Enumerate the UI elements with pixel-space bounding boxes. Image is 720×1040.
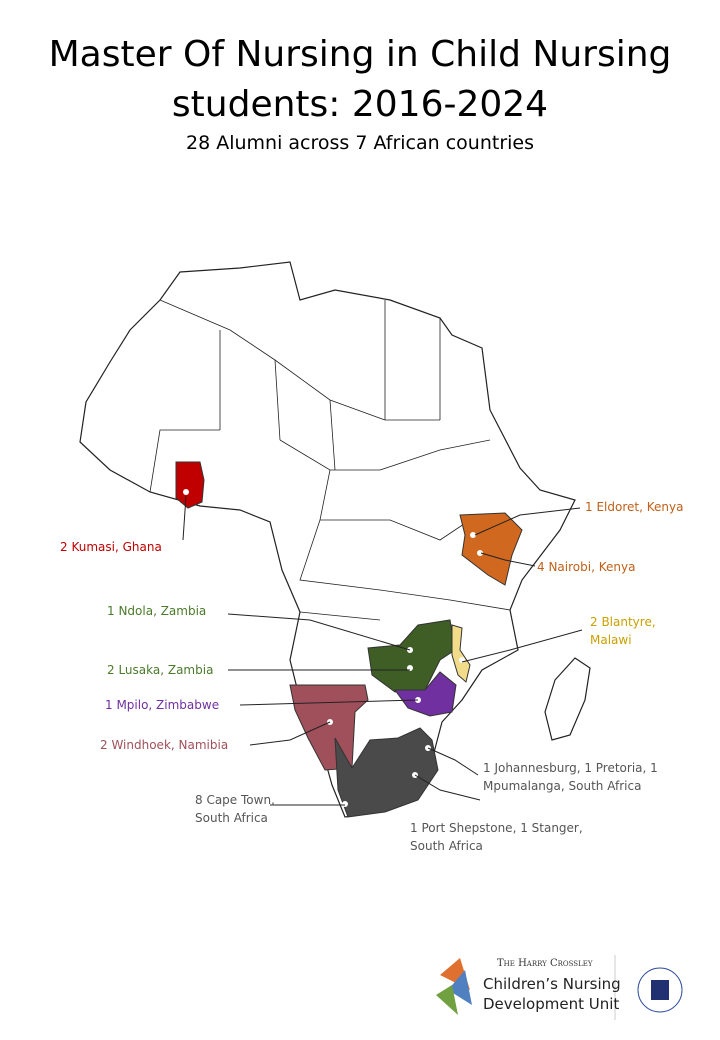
map-label: 4 Nairobi, Kenya [537, 560, 636, 574]
logo-mark [436, 955, 683, 1020]
leader-lines [182, 495, 583, 806]
person-icons [183, 489, 483, 807]
subtitle: 28 Alumni across 7 African countries [185, 132, 535, 154]
map-label: 1 Eldoret, Kenya [585, 500, 684, 514]
map-label: 2 Lusaka, Zambia [107, 663, 214, 677]
map-label: 1 Mpilo, Zimbabwe [105, 698, 220, 712]
map-label: 2 Blantyre, Malawi [590, 615, 656, 647]
map-label: 2 Kumasi, Ghana [60, 540, 162, 554]
madagascar [544, 657, 591, 741]
logo-text: Development Unit [483, 995, 620, 1013]
map-label: 2 Windhoek, Namibia [100, 738, 229, 752]
title: Master Of Nursing in Child Nursing stude… [48, 34, 672, 125]
logo-text: The Harry Crossley [497, 958, 593, 969]
ghana [175, 461, 205, 509]
zimbabwe [394, 671, 457, 717]
logo-text: Children’s Nursing Development Unit [483, 974, 621, 1014]
logo-text: Children’s Nursing [483, 975, 621, 993]
borders [149, 299, 511, 621]
south-africa [334, 727, 439, 818]
map-label: 8 Cape Town, South Africa [195, 793, 275, 825]
map-label: 1 Port Shepstone, 1 Stanger, South Afric… [410, 821, 583, 853]
map-label: 1 Ndola, Zambia [107, 604, 207, 618]
malawi [451, 624, 471, 683]
map-label: 1 Johannesburg, 1 Pretoria, 1 Mpumalanga… [483, 761, 658, 793]
